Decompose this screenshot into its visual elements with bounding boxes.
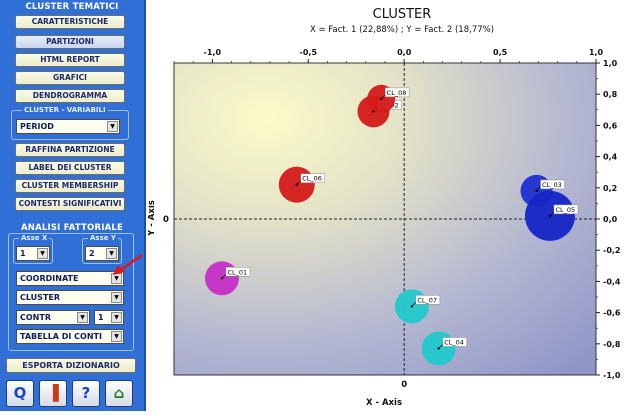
chevron-down-icon[interactable]: ▼ [107,121,118,132]
cluster-select[interactable]: CLUSTER ▼ [16,290,124,305]
analisi-fattoriale-group [8,233,134,351]
y-tick-label: -0,8 [603,340,621,349]
y-axis-label: Y - Axis [148,200,157,237]
asse-y-label: Asse Y [88,234,119,242]
help-icon[interactable]: ? [72,380,100,407]
x-tick-label: 1,0 [589,48,604,57]
variabili-select[interactable]: PERIOD ▼ [16,119,120,134]
cluster-variabili-label: CLUSTER - VARIABILI [22,106,108,114]
raffina-partizione-button[interactable]: RAFFINA PARTIZIONE [15,143,125,157]
q-icon[interactable]: Q [6,380,34,407]
axes-group: -1,0 -0,5 0,0 0,5 1,0 1,0 0,8 0,6 0,4 0,2 0,0 -0,2 -… [163,48,621,390]
analisi-fattoriale-title: ANALISI FATTORIALE [21,223,123,233]
cluster-leader-line [438,344,443,349]
cluster-label: CL_05 [555,206,575,214]
contr-select[interactable]: CONTR ▼ [16,310,90,325]
chevron-down-icon[interactable]: ▼ [111,292,122,303]
red-arrow-icon [113,253,143,275]
chart-check-icon[interactable]: ▐ [39,380,67,407]
asse-y-select[interactable]: 2 ▼ [85,246,119,261]
y-tick-label: 0,8 [603,90,618,99]
chevron-down-icon[interactable]: ▼ [106,248,117,259]
cluster-leader-line [380,94,386,100]
cluster-label-box [553,204,579,215]
x-tick-label: 0,5 [493,48,508,57]
dendrogramma-button[interactable]: DENDROGRAMMA [15,89,125,103]
y-tick-label: -1,0 [603,371,621,380]
chart-subtitle: X = Fact. 1 (22,88%) ; Y = Fact. 2 (18,7… [310,25,494,35]
cluster-membership-button[interactable]: CLUSTER MEMBERSHIP [15,179,125,193]
chevron-down-icon[interactable]: ▼ [77,312,88,323]
cluster-leader-line [536,186,541,192]
html-report-button[interactable]: HTML REPORT [15,53,125,67]
x-axis-label: X - Axis [366,398,402,408]
contr-number-select[interactable]: 1 ▼ [94,310,124,325]
tabella-value: TABELLA DI CONTI [20,332,102,341]
cluster-label-box [540,179,565,190]
x-tick-label: -0,5 [300,48,318,57]
asse-x-label: Asse X [19,234,50,242]
chart-panel: CLUSTER X = Fact. 1 (22,88%) ; Y = Fact.… [147,0,632,411]
variabili-select-value: PERIOD [20,122,54,131]
y-tick-label: -0,4 [603,277,621,286]
cluster-label: CL_04 [444,338,464,346]
caratteristiche-button[interactable]: CARATTERISTICHE [15,15,125,29]
y-zero-label: 0 [163,215,169,225]
chevron-down-icon[interactable]: ▼ [37,248,48,259]
grafici-button[interactable]: GRAFICI [15,71,125,85]
contr-value: CONTR [20,313,51,322]
chevron-down-icon[interactable]: ▼ [111,312,122,323]
coordinate-value: COORDINATE [20,274,79,283]
coordinate-select[interactable]: COORDINATE ▼ [16,271,124,286]
y-tick-label: 0,4 [603,153,618,162]
y-tick-label: 0,0 [603,215,618,224]
cluster-leader-line [221,274,227,279]
y-tick-label: 0,6 [603,121,618,130]
cluster-label: CL_01 [227,268,247,276]
scatter-chart: CLUSTER X = Fact. 1 (22,88%) ; Y = Fact.… [147,7,621,408]
cluster-label-box [415,295,441,305]
cluster-label: CL_08 [387,89,407,97]
chevron-down-icon[interactable]: ▼ [111,331,122,342]
cluster-label-box [225,267,251,277]
asse-y-value: 2 [89,249,95,258]
cluster-label-box [300,173,326,183]
chart-title: CLUSTER [373,7,432,22]
cluster-label: CL_07 [417,296,437,304]
cluster-leader-line [411,302,417,307]
y-tick-label: 0,2 [603,184,617,193]
cluster-label-box [384,87,410,98]
esporta-dizionario-button[interactable]: ESPORTA DIZIONARIO [6,358,136,373]
cluster-value: CLUSTER [20,293,61,302]
partizioni-button[interactable]: PARTIZIONI [15,35,125,49]
y-tick-label: -0,6 [603,309,621,318]
contesti-significativi-button[interactable]: CONTESTI SIGNIFICATIVI [15,197,125,211]
cluster-leader-line [296,180,302,185]
sidebar: CLUSTER TEMATICI CARATTERISTICHE PARTIZI… [0,0,146,411]
cluster-tematici-title: CLUSTER TEMATICI [25,2,119,12]
home-icon[interactable]: ⌂ [105,380,133,407]
tabella-select[interactable]: TABELLA DI CONTI ▼ [16,329,124,344]
cluster-label: CL_03 [542,181,562,189]
cluster-label-box [442,337,467,347]
y-tick-label: 1,0 [603,59,618,68]
y-tick-label: -0,2 [603,246,621,255]
asse-x-value: 1 [20,249,26,258]
asse-x-select[interactable]: 1 ▼ [16,246,50,261]
x-tick-label: -1,0 [204,48,222,57]
x-tick-label: 0,0 [397,48,412,57]
cluster-label: CL_06 [302,175,322,183]
cluster-leader-line [549,211,555,217]
x-zero-label: 0 [401,380,407,390]
label-dei-cluster-button[interactable]: LABEL DEI CLUSTER [15,161,125,175]
contr-number-value: 1 [98,313,104,322]
